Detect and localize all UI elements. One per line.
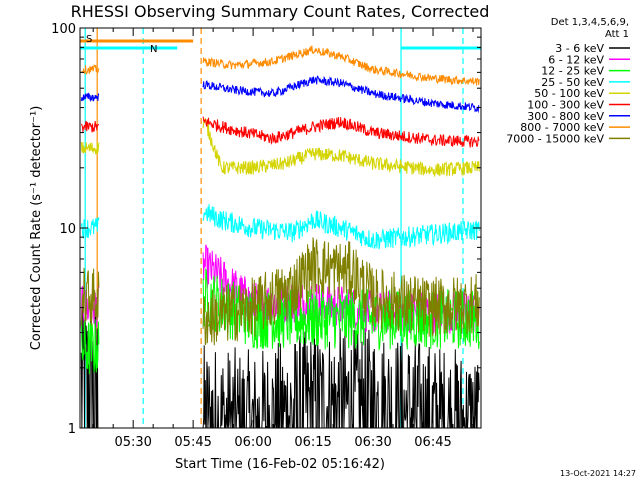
series-300-800-kev: [80, 75, 480, 114]
footer-timestamp: 13-Oct-2021 14:27: [560, 469, 636, 478]
legend-header-line-2: Att 1: [605, 29, 629, 40]
y-tick-label: 100: [51, 22, 76, 37]
series-line: [80, 92, 100, 103]
series-25-50-kev: [80, 204, 480, 250]
series-line: [80, 141, 100, 155]
y-tick-label: 10: [59, 222, 76, 237]
legend-entry-label: 12 - 25 keV: [541, 65, 604, 78]
series-7000-15000-kev: [80, 237, 480, 346]
series-3-6-kev: [80, 299, 480, 429]
x-tick-label: 06:00: [234, 435, 271, 450]
legend-entry-label: 100 - 300 keV: [527, 99, 604, 112]
x-tick-label: 05:45: [174, 435, 211, 450]
series-100-300-kev: [80, 116, 480, 148]
series-line: [80, 319, 100, 375]
x-axis-label: Start Time (16-Feb-02 05:16:42): [175, 457, 385, 472]
series-line: [80, 120, 99, 133]
chart-title: RHESSI Observing Summary Count Rates, Co…: [71, 2, 490, 21]
legend-entry-label: 6 - 12 keV: [548, 53, 604, 66]
series-line: [80, 64, 100, 75]
series-line: [202, 116, 480, 148]
series-line: [202, 237, 480, 346]
series-line: [80, 217, 100, 239]
legend-entry-label: 3 - 6 keV: [555, 42, 604, 55]
legend-entry-label: 800 - 7000 keV: [520, 121, 604, 134]
x-tick-label: 05:30: [114, 435, 151, 450]
labels-layer: 1 10 100 05:30 05:45 06:00 06:15 06:30 06:45: [51, 22, 452, 450]
saa-label: S: [86, 34, 92, 45]
legend-entry-label: 7000 - 15000 keV: [506, 132, 604, 145]
series-line: [80, 299, 99, 429]
night-label: N: [150, 44, 157, 55]
legend-entry-label: 300 - 800 keV: [527, 110, 604, 123]
series-line: [202, 75, 480, 114]
legend-entry-label: 25 - 50 keV: [541, 76, 604, 89]
series-line: [202, 45, 480, 86]
x-tick-label: 06:45: [414, 435, 451, 450]
x-tick-label: 06:15: [294, 435, 331, 450]
series-layer: [80, 45, 480, 429]
series-line: [202, 118, 480, 177]
axis-ticks: [80, 27, 481, 429]
series-50-100-kev: [80, 118, 480, 177]
y-tick-label: 1: [68, 422, 76, 437]
y-axis-label: Corrected Count Rate (s⁻¹ detector⁻¹): [29, 106, 44, 351]
series-line: [202, 204, 480, 250]
series-line: [80, 267, 100, 326]
legend-entry-label: 50 - 100 keV: [534, 87, 604, 100]
x-tick-label: 06:30: [354, 435, 391, 450]
series-line: [202, 328, 480, 429]
legend-header-line-1: Det 1,3,4,5,6,9,: [551, 17, 629, 28]
series-800-7000-kev: [80, 45, 480, 86]
